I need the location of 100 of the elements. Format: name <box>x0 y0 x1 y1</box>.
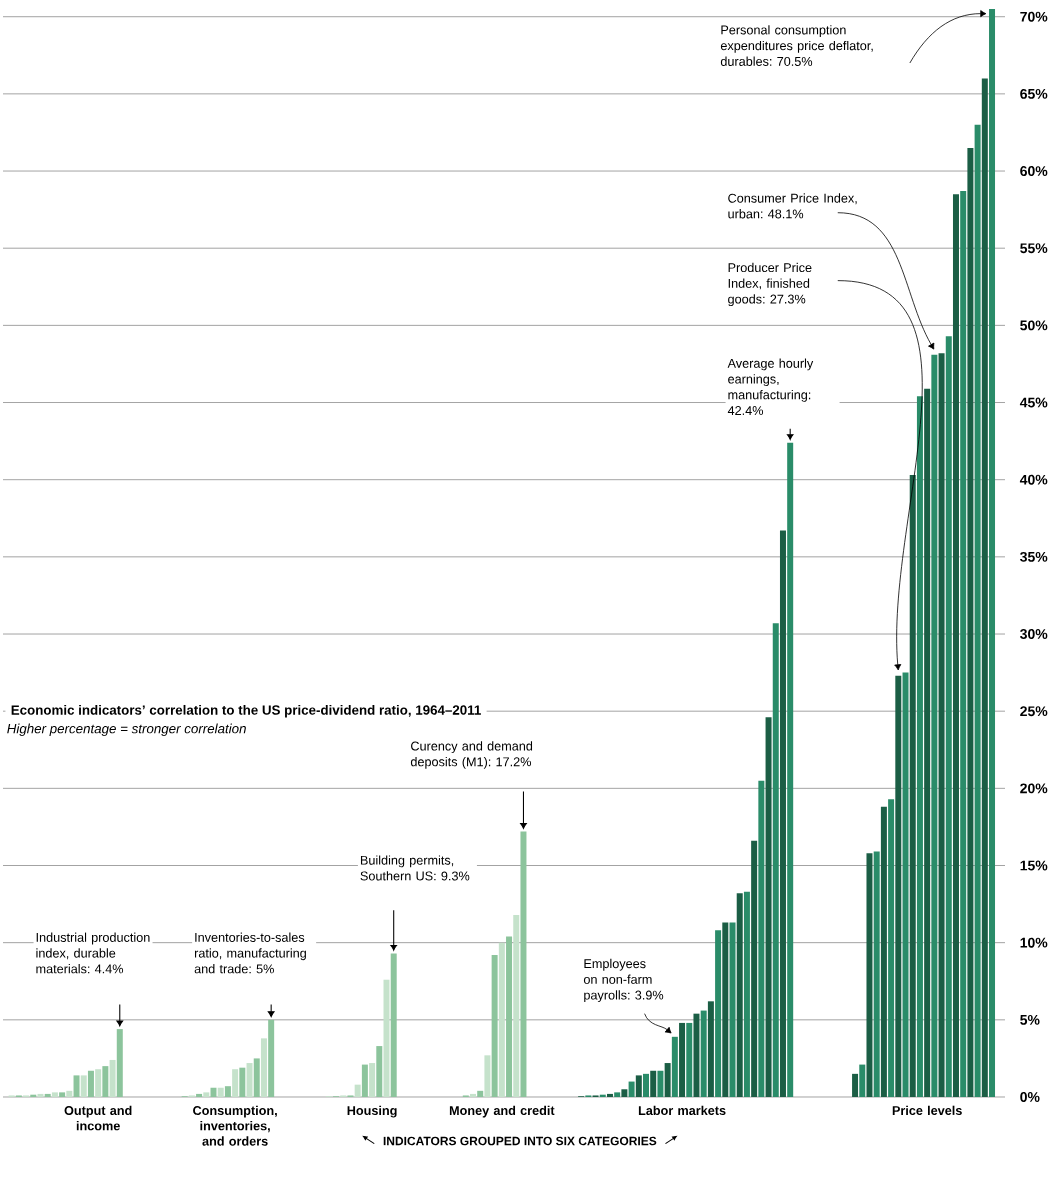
bar <box>513 914 520 1097</box>
text: INDICATORS GROUPED INTO SIX CATEGORIES <box>383 1136 657 1146</box>
y-tick-label: 70% <box>1020 11 1048 22</box>
bar <box>974 124 981 1097</box>
bar <box>650 1070 657 1097</box>
bar <box>95 1069 102 1097</box>
y-tick-label: 15% <box>1020 860 1048 871</box>
x-tick-label: Output and income <box>64 1105 132 1131</box>
bar <box>873 851 880 1097</box>
y-tick-label: 25% <box>1020 706 1048 717</box>
bar <box>621 1089 628 1097</box>
y-tick-label: 35% <box>1020 551 1048 562</box>
y-tick-label: 60% <box>1020 166 1048 177</box>
bar <box>196 1093 203 1097</box>
bar <box>916 396 923 1097</box>
bar <box>635 1075 642 1097</box>
bar <box>729 922 736 1097</box>
bar <box>902 672 909 1097</box>
bar <box>361 1064 368 1097</box>
bar <box>779 530 786 1097</box>
bar <box>217 1087 224 1097</box>
y-tick-label: 65% <box>1020 88 1048 99</box>
bar <box>758 780 765 1097</box>
bar <box>715 930 722 1097</box>
annotation: Average hourly earnings, manufacturing: 42.4% <box>727 358 814 415</box>
bar <box>51 1092 58 1097</box>
bar <box>470 1093 476 1097</box>
bar <box>354 1084 361 1097</box>
bar <box>59 1092 66 1097</box>
bar <box>945 336 952 1097</box>
y-tick-label: 20% <box>1020 783 1048 794</box>
bar <box>87 1070 94 1097</box>
bar <box>952 194 959 1097</box>
annotation: Producer Price Index, finished goods: 27.3% <box>728 262 812 307</box>
bar <box>224 1086 231 1097</box>
bar <box>628 1081 635 1097</box>
bar <box>484 1055 491 1097</box>
bar <box>866 853 873 1097</box>
y-tick-label: 45% <box>1019 397 1048 408</box>
annotation: Personal consumption expenditures price deflator, durables: 70.5% <box>720 25 873 66</box>
annotation: Employees on non-farm payrolls: 3.9% <box>583 958 664 1003</box>
x-tick-label: Consumption, inventories, and orders <box>193 1105 277 1146</box>
annotation: Inventories-to-sales ratio, manufacturing and trade: 5% <box>194 932 306 974</box>
bar <box>376 1046 383 1097</box>
bar <box>693 1013 700 1097</box>
bar <box>960 191 967 1097</box>
bar <box>772 623 779 1097</box>
annotation: Industrial production index, durable materials: 4.4% <box>36 932 150 974</box>
bar <box>80 1075 87 1097</box>
annotation: Consumer Price Index, urban: 48.1% <box>728 193 857 219</box>
bar <box>981 78 988 1097</box>
bar <box>859 1064 866 1097</box>
bar <box>203 1092 210 1097</box>
x-tick-label: Money and credit <box>449 1105 555 1118</box>
bar <box>686 1022 693 1097</box>
y-tick-label: 30% <box>1020 629 1048 639</box>
bar <box>260 1038 267 1097</box>
bar <box>989 9 996 1097</box>
text: Economic indicators’ correlation to the US price-dividend ratio, 1964–2011 <box>11 704 481 718</box>
bar <box>671 1036 678 1097</box>
bar <box>924 388 931 1097</box>
bar <box>44 1093 51 1097</box>
bar <box>109 1059 116 1097</box>
y-tick-label: 10% <box>1020 937 1048 948</box>
bar <box>246 1063 253 1097</box>
bar <box>909 475 916 1097</box>
bar <box>657 1070 664 1097</box>
bar <box>210 1087 217 1097</box>
bar <box>477 1090 484 1097</box>
x-tick-label: Price levels <box>892 1105 962 1116</box>
bar <box>506 936 513 1097</box>
bar <box>239 1067 246 1097</box>
bar <box>606 1093 613 1097</box>
bar <box>967 147 974 1097</box>
bar <box>664 1063 671 1097</box>
bar <box>707 1001 714 1097</box>
bar <box>73 1075 80 1097</box>
bar <box>498 942 505 1097</box>
bar <box>66 1090 73 1097</box>
annotation: Curency and demand deposits (M1): 17.2% <box>410 741 533 769</box>
bar <box>888 799 895 1097</box>
bar <box>852 1073 859 1097</box>
bar <box>643 1073 650 1097</box>
y-tick-label: 0% <box>1020 1092 1040 1102</box>
y-tick-label: 55% <box>1020 243 1048 254</box>
bar <box>102 1066 109 1097</box>
y-tick-label: 50% <box>1020 320 1048 331</box>
bar <box>895 675 902 1097</box>
y-tick-label: 5% <box>1020 1014 1040 1025</box>
bar <box>880 806 887 1097</box>
bar <box>722 922 729 1097</box>
bar <box>751 840 758 1097</box>
bar <box>736 893 743 1097</box>
bar <box>765 717 772 1097</box>
annotation: Building permits, Southern US: 9.3% <box>360 855 470 881</box>
bar <box>369 1063 376 1097</box>
bar <box>232 1069 239 1097</box>
x-tick-label: Labor markets <box>638 1105 726 1116</box>
bar <box>37 1093 44 1097</box>
bar <box>679 1022 686 1097</box>
